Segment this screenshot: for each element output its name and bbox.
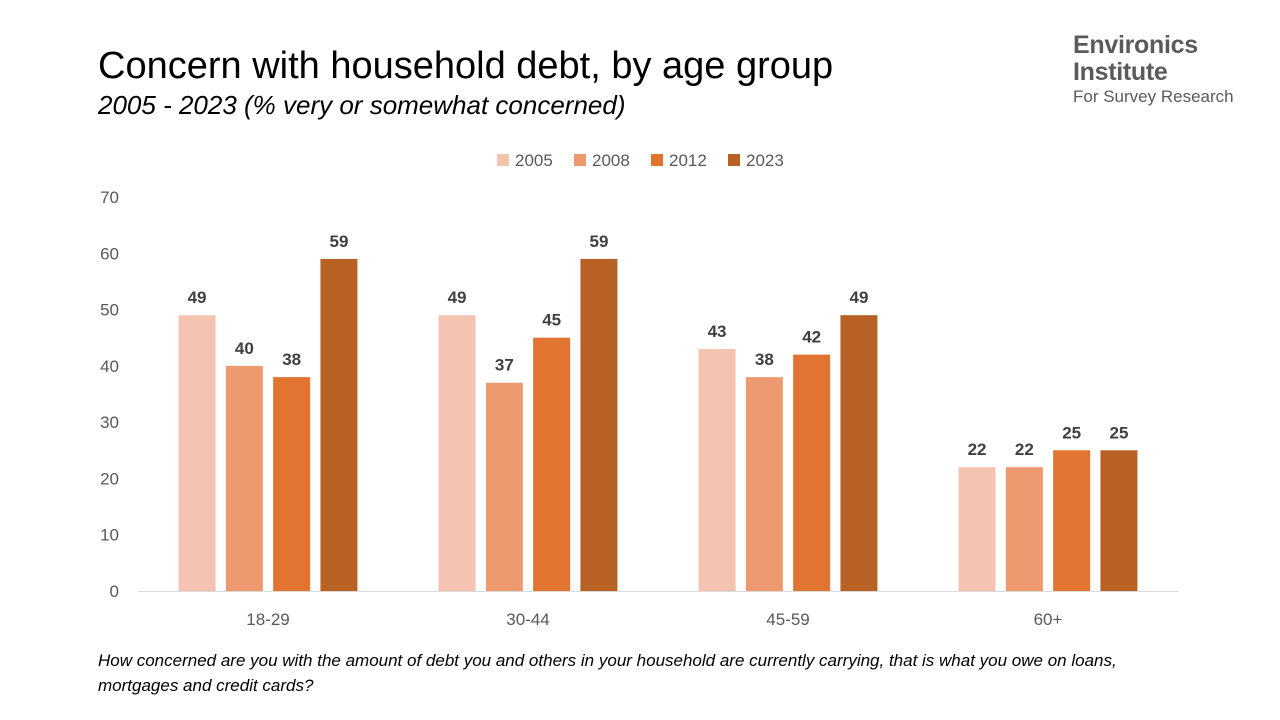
bar-2012-45-59: [793, 354, 831, 591]
bar-value-label: 59: [589, 232, 608, 251]
bar-value-label: 49: [448, 288, 467, 307]
y-tick-label: 10: [100, 526, 119, 545]
bar-value-label: 38: [282, 350, 301, 369]
environics-logo: Environics Institute For Survey Research: [1073, 32, 1253, 108]
bar-2023-45-59: [840, 315, 878, 591]
bar-2012-60+: [1053, 450, 1091, 591]
logo-line-institute: Institute: [1073, 58, 1168, 86]
bar-value-label: 40: [235, 339, 254, 358]
x-tick-label: 30-44: [506, 610, 549, 629]
bar-2023-60+: [1100, 450, 1138, 591]
logo-line-environics: Environics: [1073, 31, 1198, 59]
bar-2008-30-44: [485, 382, 523, 591]
bar-2008-18-29: [225, 365, 263, 591]
bar-2005-45-59: [698, 348, 736, 591]
y-tick-label: 40: [100, 357, 119, 376]
bar-value-label: 42: [802, 328, 821, 347]
legend-swatch-2005: [497, 154, 509, 166]
bar-value-label: 25: [1109, 423, 1128, 442]
bar-value-label: 59: [329, 232, 348, 251]
x-tick-label: 45-59: [766, 610, 809, 629]
bar-2012-18-29: [273, 377, 311, 591]
bar-2023-30-44: [580, 258, 618, 591]
y-tick-label: 60: [100, 244, 119, 263]
bar-value-label: 49: [188, 288, 207, 307]
bar-2008-45-59: [745, 377, 783, 591]
bar-2005-30-44: [438, 315, 476, 591]
bar-value-label: 43: [708, 322, 727, 341]
bar-value-label: 49: [849, 288, 868, 307]
y-axis: 0 10 20 30 40 50 60 70: [100, 188, 119, 601]
y-tick-label: 50: [100, 301, 119, 320]
legend-swatch-2012: [651, 154, 663, 166]
chart-subtitle: 2005 - 2023 (% very or somewhat concerne…: [98, 90, 626, 120]
y-tick-label: 70: [100, 188, 119, 207]
legend-swatch-2008: [574, 154, 586, 166]
logo-line-tagline: For Survey Research: [1073, 87, 1234, 106]
bar-2008-60+: [1005, 467, 1043, 591]
bar-value-label: 22: [968, 440, 987, 459]
bar-value-label: 45: [542, 311, 561, 330]
legend-label: 2012: [669, 151, 707, 170]
y-tick-label: 0: [110, 582, 119, 601]
bar-2023-18-29: [320, 258, 358, 591]
legend-label: 2008: [592, 151, 630, 170]
legend-label: 2005: [515, 151, 553, 170]
bar-2005-60+: [958, 467, 996, 591]
bar-value-label: 25: [1062, 423, 1081, 442]
bar-value-label: 37: [495, 356, 514, 375]
chart-legend: 2005 2008 2012 2023: [497, 151, 784, 170]
x-tick-label: 60+: [1034, 610, 1063, 629]
x-axis: 18-29 30-44 45-59 60+: [138, 591, 1178, 629]
y-tick-label: 20: [100, 469, 119, 488]
bar-value-label: 22: [1015, 440, 1034, 459]
bar-2012-30-44: [533, 337, 571, 591]
bar-group: 49 40 38 59 49 37 45 59 43 38 42 49 22 22 25 25: [178, 232, 1138, 591]
chart-title: Concern with household debt, by age grou…: [98, 45, 834, 87]
legend-label: 2023: [746, 151, 784, 170]
bar-value-label: 38: [755, 350, 774, 369]
y-tick-label: 30: [100, 413, 119, 432]
bar-2005-18-29: [178, 315, 216, 591]
bar-chart: 2005 2008 2012 2023 0 10 20 30 40 50 60 70 49 40 38 5…: [100, 151, 1178, 629]
x-tick-label: 18-29: [246, 610, 289, 629]
legend-swatch-2023: [728, 154, 740, 166]
survey-question-footnote: How concerned are you with the amount of…: [98, 651, 1117, 695]
